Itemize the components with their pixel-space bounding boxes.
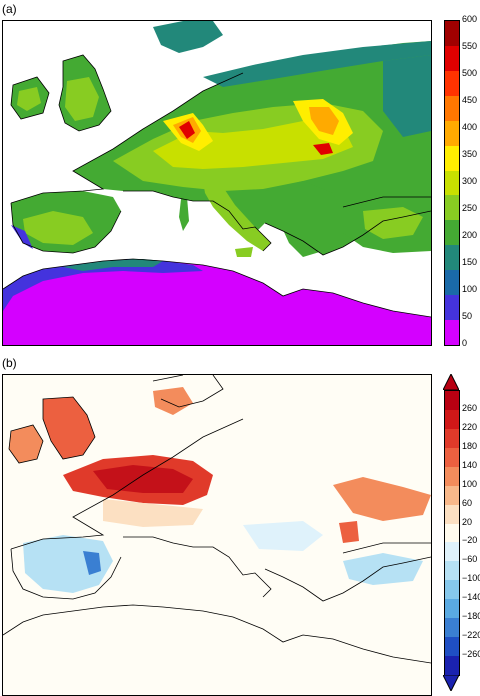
colorbar-tick-label: 0: [462, 338, 468, 348]
colorbar-tick-label: 550: [462, 41, 478, 51]
colorbar-segment: [445, 637, 459, 657]
colorbar-segment: [445, 270, 459, 296]
colorbar-tick-label: −100: [462, 573, 480, 584]
colorbar-segment: [445, 523, 459, 543]
panel-a-label: (a): [2, 2, 17, 16]
colorbar-tick-label: 180: [462, 440, 478, 451]
colorbar-tick-label: 450: [462, 95, 478, 105]
colorbar-segment: [445, 542, 459, 562]
colorbar-tick-label: 600: [462, 14, 478, 24]
colorbar-tick-label: −140: [462, 592, 480, 603]
colorbar-segment: [445, 70, 459, 97]
colorbar-b-top-arrow: [443, 374, 459, 390]
colorbar-segment: [445, 95, 459, 122]
colorbar-tick-label: 100: [462, 284, 478, 294]
colorbar-tick-label: 200: [462, 230, 478, 240]
colorbar-segment: [445, 295, 459, 321]
colorbar-tick-label: −260: [462, 649, 480, 660]
colorbar-segment: [445, 580, 459, 600]
map-b: [2, 374, 432, 696]
colorbar-segment: [445, 120, 459, 147]
map-a-canvas: [3, 21, 431, 345]
colorbar-tick-label: 140: [462, 459, 478, 470]
colorbar-segment: [445, 320, 459, 346]
colorbar-segment: [445, 447, 459, 468]
colorbar-tick-label: 400: [462, 122, 478, 132]
colorbar-tick-label: 500: [462, 68, 478, 78]
colorbar-segment: [445, 428, 459, 449]
colorbar-tick-label: −180: [462, 611, 480, 622]
colorbar-tick-label: 50: [462, 311, 473, 321]
colorbar-segment: [445, 21, 459, 47]
panel-b-label: (b): [2, 356, 17, 370]
colorbar-segment: [445, 466, 459, 487]
map-a: [2, 20, 432, 346]
colorbar-tick-label: −60: [462, 554, 478, 565]
colorbar-segment: [445, 618, 459, 638]
colorbar-segment: [445, 220, 459, 246]
map-a-africa: [3, 259, 431, 345]
colorbar-tick-label: 250: [462, 203, 478, 213]
colorbar-segment: [445, 45, 459, 72]
colorbar-segment: [445, 504, 459, 525]
colorbar-segment: [445, 485, 459, 506]
colorbar-segment: [445, 409, 459, 430]
colorbar-tick-label: −220: [462, 630, 480, 641]
colorbar-segment: [445, 656, 459, 676]
colorbar-tick-label: 300: [462, 176, 478, 186]
colorbar-tick-label: 220: [462, 421, 478, 432]
colorbar-tick-label: 100: [462, 478, 478, 489]
colorbar-segment: [445, 599, 459, 619]
map-b-negative-anomaly: [23, 535, 113, 593]
colorbar-b: [444, 390, 460, 676]
colorbar-segment: [445, 145, 459, 172]
colorbar-segment: [445, 245, 459, 271]
colorbar-segment: [445, 391, 459, 411]
colorbar-b-bottom-arrow: [443, 675, 459, 691]
colorbar-tick-label: −20: [462, 535, 478, 546]
colorbar-segment: [445, 195, 459, 221]
colorbar-segment: [445, 170, 459, 196]
colorbar-tick-label: 60: [462, 497, 473, 508]
colorbar-tick-label: 20: [462, 516, 473, 527]
colorbar-tick-label: 150: [462, 257, 478, 267]
colorbar-tick-label: 260: [462, 402, 478, 413]
colorbar-tick-label: 350: [462, 149, 478, 159]
colorbar-a: [444, 20, 460, 346]
map-a-italy: [203, 181, 271, 251]
map-a-balkans: [265, 181, 343, 257]
map-b-canvas: [3, 375, 431, 695]
colorbar-segment: [445, 561, 459, 581]
